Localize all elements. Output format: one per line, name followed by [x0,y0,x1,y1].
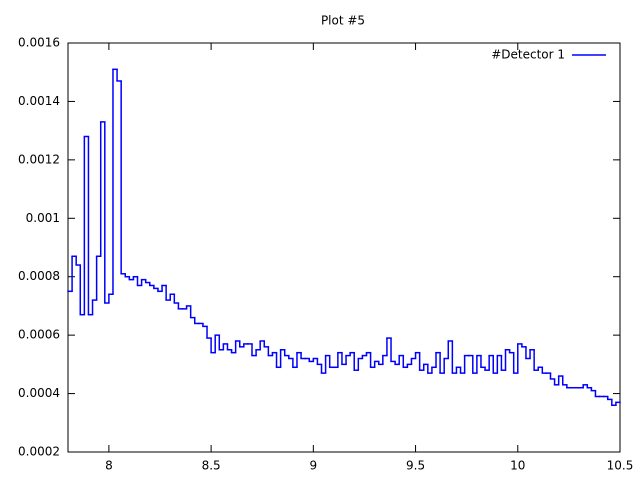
x-tick-label: 8 [105,459,113,473]
y-tick-label: 0.0016 [18,36,60,50]
legend-label: #Detector 1 [491,48,565,62]
y-tick-label: 0.0014 [18,94,60,108]
x-tick-label: 9 [310,459,318,473]
y-tick-label: 0.001 [26,211,60,225]
plot-frame [67,42,621,453]
y-tick-label: 0.0002 [18,445,60,459]
x-tick-label: 10.5 [607,459,634,473]
x-tick-label: 8.5 [202,459,221,473]
y-tick-label: 0.0012 [18,152,60,166]
x-tick-label: 9.5 [406,459,425,473]
x-tick-label: 10 [510,459,525,473]
chart-title: Plot #5 [321,14,365,28]
y-tick-label: 0.0004 [18,386,60,400]
y-tick-label: 0.0006 [18,328,60,342]
y-tick-label: 0.0008 [18,269,60,283]
